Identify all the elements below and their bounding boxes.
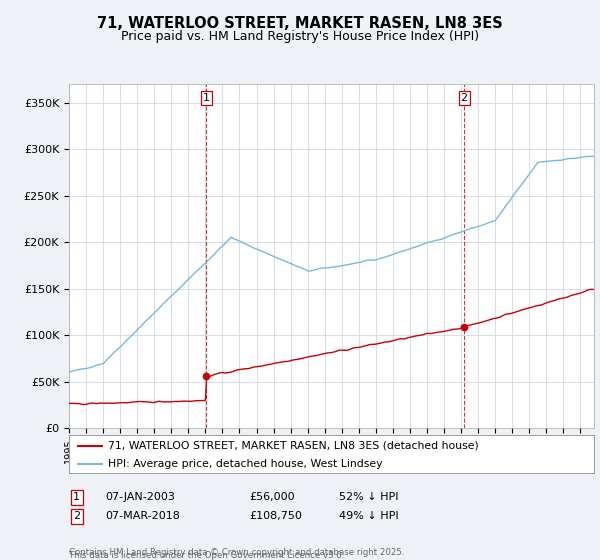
Text: 2: 2 (73, 511, 80, 521)
Text: £108,750: £108,750 (249, 511, 302, 521)
Text: 07-MAR-2018: 07-MAR-2018 (105, 511, 180, 521)
Text: 52% ↓ HPI: 52% ↓ HPI (339, 492, 398, 502)
Text: 1: 1 (73, 492, 80, 502)
Text: £56,000: £56,000 (249, 492, 295, 502)
Text: This data is licensed under the Open Government Licence v3.0.: This data is licensed under the Open Gov… (69, 551, 344, 560)
Text: 1: 1 (203, 92, 209, 102)
Text: 71, WATERLOO STREET, MARKET RASEN, LN8 3ES: 71, WATERLOO STREET, MARKET RASEN, LN8 3… (97, 16, 503, 31)
Text: 07-JAN-2003: 07-JAN-2003 (105, 492, 175, 502)
Text: 71, WATERLOO STREET, MARKET RASEN, LN8 3ES (detached house): 71, WATERLOO STREET, MARKET RASEN, LN8 3… (109, 441, 479, 451)
Text: HPI: Average price, detached house, West Lindsey: HPI: Average price, detached house, West… (109, 459, 383, 469)
Text: Contains HM Land Registry data © Crown copyright and database right 2025.: Contains HM Land Registry data © Crown c… (69, 548, 404, 557)
Text: 49% ↓ HPI: 49% ↓ HPI (339, 511, 398, 521)
Text: Price paid vs. HM Land Registry's House Price Index (HPI): Price paid vs. HM Land Registry's House … (121, 30, 479, 43)
Text: 2: 2 (461, 92, 467, 102)
